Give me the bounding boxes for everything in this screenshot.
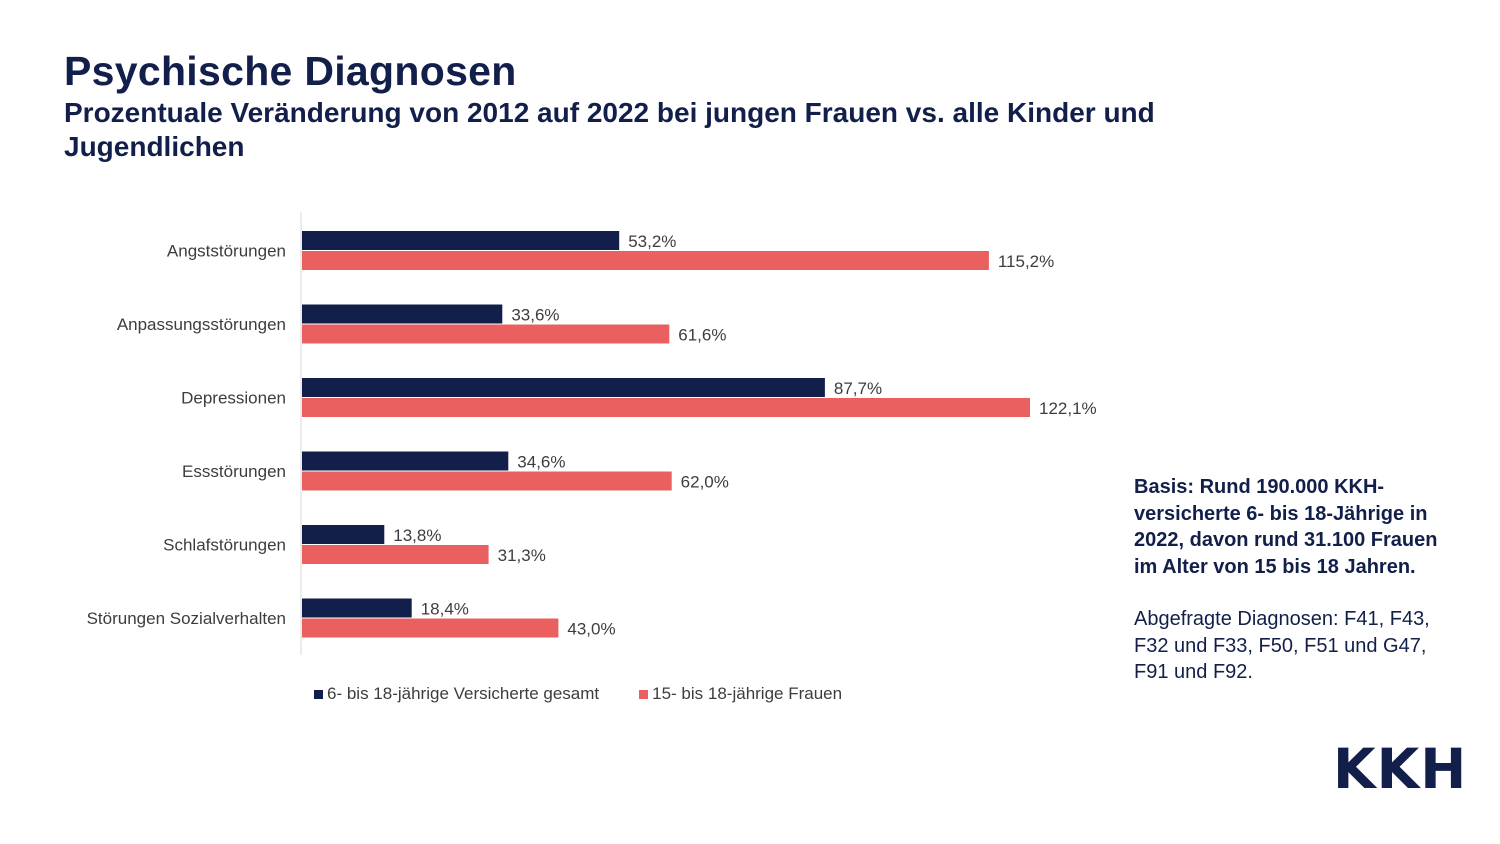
category-label: Schlafstörungen [163, 536, 286, 555]
category-label: Störungen Sozialverhalten [87, 609, 286, 628]
value-labels: 53,2% 115,2% 33,6% 61,6% 87,7% 122,1% 34,6% 62,… [393, 232, 1096, 639]
data-label: 31,3% [498, 546, 546, 565]
legend-swatch-coral [639, 689, 649, 699]
page-subtitle: Prozentuale Veränderung von 2012 auf 202… [64, 97, 1155, 162]
bar-frauen [302, 471, 672, 491]
data-label: 43,0% [567, 620, 615, 639]
data-label: 115,2% [998, 252, 1054, 271]
bar-chart: Angststörungen Anpassungsstörungen Depress… [87, 212, 1097, 655]
bar-gesamt [302, 378, 825, 397]
category-labels: Angststörungen Anpassungsstörungen Depress… [87, 242, 286, 629]
legend-item-gesamt: 6- bis 18-jährige Versicherte gesamt [314, 684, 599, 704]
basis-note: Basis: Rund 190.000 KKH-versicherte 6- b… [1134, 474, 1454, 686]
bar-gesamt [302, 525, 385, 544]
legend-label-gesamt: 6- bis 18-jährige Versicherte gesamt [327, 684, 600, 703]
legend-swatch-navy [314, 689, 323, 699]
chart-legend: 6- bis 18-jährige Versicherte gesamt 15-… [314, 684, 842, 704]
category-label: Essstörungen [182, 462, 286, 481]
category-label: Anpassungsstörungen [117, 315, 286, 334]
kkh-logo: KKH [1333, 737, 1468, 801]
legend-label-frauen: 15- bis 18-jährige Frauen [652, 684, 843, 703]
bar-frauen [302, 618, 559, 638]
data-label: 61,6% [678, 326, 726, 345]
data-label: 122,1% [1039, 399, 1097, 418]
data-label: 53,2% [628, 232, 676, 251]
bar-frauen [302, 545, 489, 564]
legend-item-frauen: 15- bis 18-jährige Frauen [639, 684, 842, 704]
bar-gesamt [302, 231, 620, 250]
bars [302, 231, 1030, 638]
bar-gesamt [302, 598, 412, 618]
category-label: Depressionen [181, 389, 286, 408]
bar-gesamt [302, 304, 503, 324]
data-label: 33,6% [511, 306, 559, 325]
basis-text: Basis: Rund 190.000 KKH-versicherte 6- b… [1134, 476, 1438, 578]
diagnoses-text: Abgefragte Diagnosen: F41, F43, F32 und … [1134, 608, 1430, 683]
data-label: 13,8% [393, 526, 441, 545]
data-label: 62,0% [681, 473, 729, 492]
data-label: 34,6% [517, 453, 565, 472]
bar-frauen [302, 324, 670, 344]
bar-gesamt [302, 451, 509, 471]
category-label: Angststörungen [167, 242, 286, 261]
data-label: 18,4% [421, 600, 469, 619]
page-title: Psychische Diagnosen [64, 48, 517, 94]
bar-frauen [302, 251, 989, 270]
bar-frauen [302, 398, 1030, 417]
data-label: 87,7% [834, 379, 882, 398]
